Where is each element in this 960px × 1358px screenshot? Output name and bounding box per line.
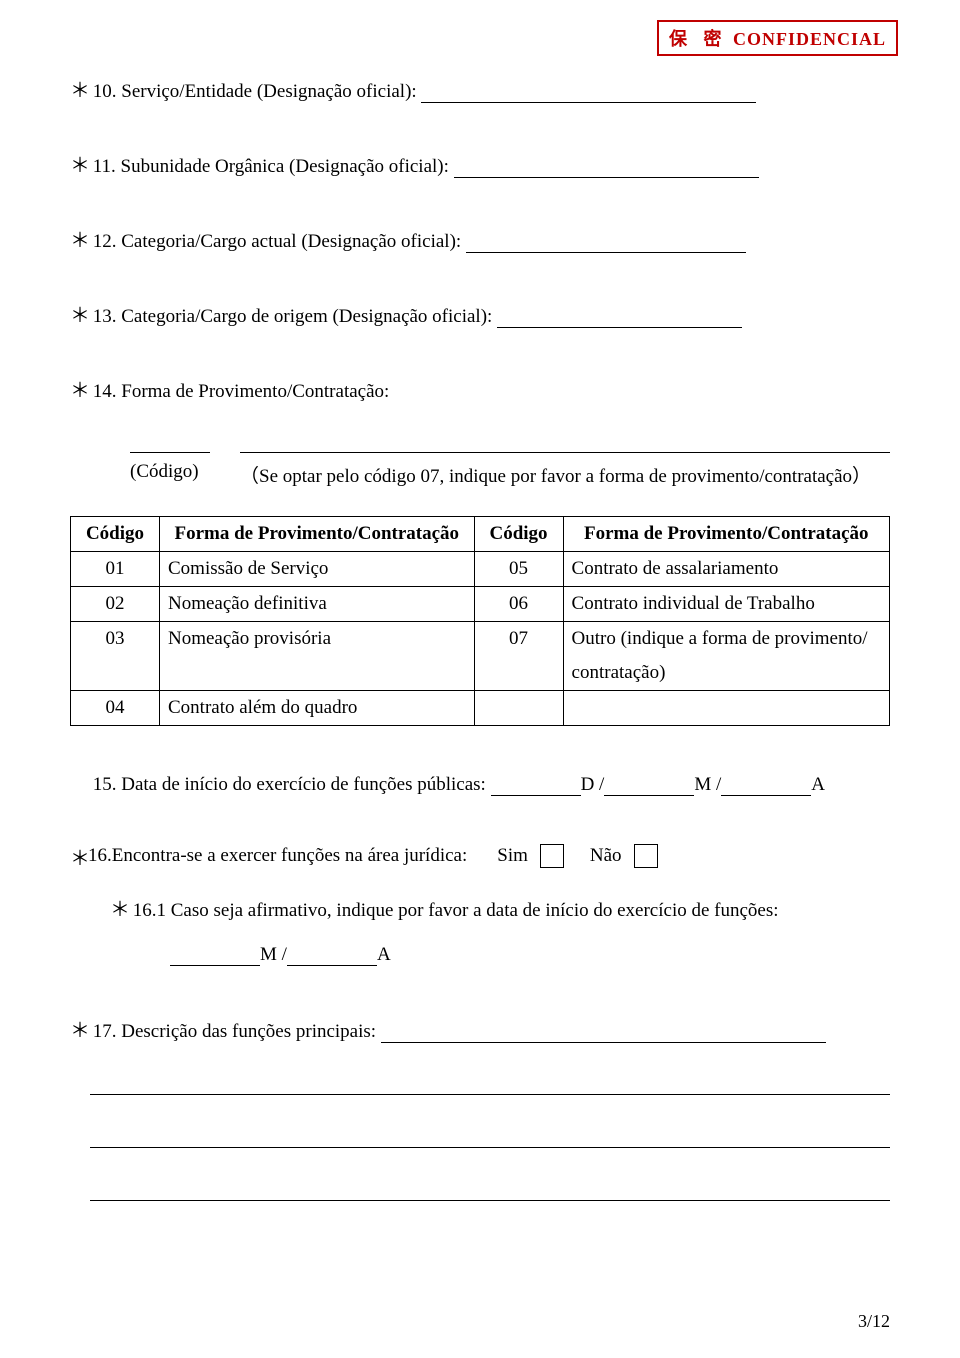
- q10-num: 10.: [93, 81, 117, 102]
- q13-label: Categoria/Cargo de origem (Designação of…: [121, 306, 492, 327]
- q161-a: A: [377, 944, 391, 965]
- q10: ＊ 10. Serviço/Entidade (Designação ofici…: [70, 74, 890, 103]
- confidential-latin: CONFIDENCIAL: [733, 29, 886, 49]
- cell-code: 07: [474, 621, 563, 690]
- q161-num: 16.1: [133, 900, 166, 921]
- q17-num: 17.: [93, 1021, 117, 1042]
- th-forma-1: Forma de Provimento/Contratação: [160, 516, 475, 551]
- q15-a: A: [811, 774, 825, 795]
- q15-label: Data de início do exercício de funções p…: [121, 774, 486, 795]
- cell-code: 04: [71, 690, 160, 725]
- cell-form: Contrato de assalariamento: [563, 551, 889, 586]
- q17-input-line-2[interactable]: [90, 1077, 890, 1096]
- cell-form: [563, 690, 889, 725]
- required-star: ＊: [70, 299, 88, 328]
- q11-num: 11.: [93, 156, 116, 177]
- q16-nao-checkbox[interactable]: [634, 844, 658, 868]
- q17-label: Descrição das funções principais:: [121, 1021, 376, 1042]
- q16-label: Encontra-se a exercer funções na área ju…: [112, 845, 468, 867]
- confidential-stamp: 保 密 CONFIDENCIAL: [657, 20, 898, 56]
- q12-label: Categoria/Cargo actual (Designação ofici…: [121, 231, 461, 252]
- q14-label: Forma de Provimento/Contratação:: [121, 381, 389, 402]
- required-star: ＊: [110, 893, 128, 922]
- required-star: ＊: [70, 74, 88, 103]
- q14-code-labels: (Código) （Se optar pelo código 07, indiq…: [130, 461, 890, 488]
- q11-input-line[interactable]: [454, 156, 759, 178]
- q161-m: M /: [260, 944, 287, 965]
- q16-num: 16.: [88, 845, 112, 867]
- cell-code: 03: [71, 621, 160, 690]
- q13: ＊ 13. Categoria/Cargo de origem (Designa…: [70, 299, 890, 328]
- cell-form: Contrato além do quadro: [160, 690, 475, 725]
- q15-d: D /: [581, 774, 605, 795]
- q14-num: 14.: [93, 381, 117, 402]
- th-forma-2: Forma de Provimento/Contratação: [563, 516, 889, 551]
- q161-year-input[interactable]: [287, 944, 377, 966]
- q15-m: M /: [694, 774, 721, 795]
- q15-month-input[interactable]: [604, 774, 694, 796]
- q14-code-inputs: [130, 431, 890, 453]
- table-row: 02 Nomeação definitiva 06 Contrato indiv…: [71, 586, 890, 621]
- q12-num: 12.: [93, 231, 117, 252]
- required-star: ＊: [70, 1014, 88, 1043]
- q161-label: Caso seja afirmativo, indique por favor …: [171, 900, 779, 921]
- form-page: 保 密 CONFIDENCIAL ＊ 10. Serviço/Entidade …: [0, 0, 960, 1358]
- page-number: 3/12: [858, 1311, 890, 1332]
- table-row: 03 Nomeação provisória 07 Outro (indique…: [71, 621, 890, 656]
- q15-day-input[interactable]: [491, 774, 581, 796]
- required-star: ＊: [70, 149, 88, 178]
- cell-form: Contrato individual de Trabalho: [563, 586, 889, 621]
- cell-code: 01: [71, 551, 160, 586]
- confidential-cjk: 保 密: [669, 29, 728, 49]
- required-star: ＊: [70, 224, 88, 253]
- q13-num: 13.: [93, 306, 117, 327]
- cell-form: contratação): [563, 656, 889, 691]
- q16-sim-label: Sim: [497, 845, 528, 867]
- table-row: 04 Contrato além do quadro: [71, 690, 890, 725]
- cell-form: Nomeação definitiva: [160, 586, 475, 621]
- cell-code: [474, 690, 563, 725]
- cell-form: Comissão de Serviço: [160, 551, 475, 586]
- cell-code: 02: [71, 586, 160, 621]
- cell-code: 05: [474, 551, 563, 586]
- cell-form: Nomeação provisória: [160, 621, 475, 690]
- q16-nao-label: Não: [590, 845, 622, 867]
- q17: ＊ 17. Descrição das funções principais:: [70, 1014, 890, 1043]
- q15-num: 15.: [93, 774, 117, 795]
- q12-input-line[interactable]: [466, 231, 746, 253]
- q12: ＊ 12. Categoria/Cargo actual (Designação…: [70, 224, 890, 253]
- table-header-row: Código Forma de Provimento/Contratação C…: [71, 516, 890, 551]
- required-star: ＊: [70, 374, 88, 403]
- th-codigo-2: Código: [474, 516, 563, 551]
- cell-code: 06: [474, 586, 563, 621]
- q14-code-input[interactable]: [130, 431, 210, 453]
- q13-input-line[interactable]: [497, 306, 742, 328]
- q15: 15. Data de início do exercício de funçõ…: [70, 774, 890, 796]
- codigo-label: (Código): [130, 461, 240, 488]
- q161-month-input[interactable]: [170, 944, 260, 966]
- q17-input-line-1[interactable]: [381, 1021, 826, 1043]
- q14: ＊ 14. Forma de Provimento/Contratação:: [70, 374, 890, 403]
- codes-table: Código Forma de Provimento/Contratação C…: [70, 516, 890, 726]
- codigo-hint: （Se optar pelo código 07, indique por fa…: [240, 461, 890, 488]
- cell-form: Outro (indique a forma de provimento/: [563, 621, 889, 656]
- q17-input-line-3[interactable]: [90, 1129, 890, 1148]
- q11: ＊ 11. Subunidade Orgânica (Designação of…: [70, 149, 890, 178]
- q16: ＊ 16. Encontra-se a exercer funções na á…: [70, 842, 890, 871]
- q10-label: Serviço/Entidade (Designação oficial):: [121, 81, 416, 102]
- q15-year-input[interactable]: [721, 774, 811, 796]
- q16-sim-checkbox[interactable]: [540, 844, 564, 868]
- th-codigo-1: Código: [71, 516, 160, 551]
- table-row: 01 Comissão de Serviço 05 Contrato de as…: [71, 551, 890, 586]
- q161-dates: M / A: [170, 944, 890, 966]
- required-star: ＊: [70, 842, 88, 871]
- q14-desc-input[interactable]: [240, 431, 890, 453]
- q17-input-line-4[interactable]: [90, 1182, 890, 1201]
- q10-input-line[interactable]: [421, 81, 756, 103]
- q11-label: Subunidade Orgânica (Designação oficial)…: [121, 156, 449, 177]
- q161: ＊ 16.1 Caso seja afirmativo, indique por…: [110, 893, 890, 922]
